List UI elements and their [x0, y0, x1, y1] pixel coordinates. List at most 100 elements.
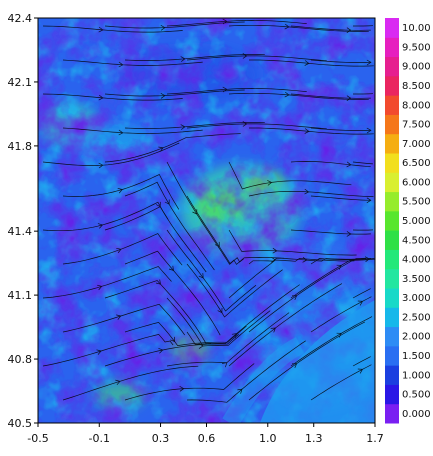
streamline [42, 334, 174, 367]
streamline [228, 283, 343, 367]
streamline-arrow [97, 223, 104, 229]
streamline-arrow [270, 327, 276, 333]
streamline [62, 233, 183, 266]
streamline [124, 54, 265, 61]
colorbar-label: 9.000 [402, 62, 431, 73]
colorbar-label: 8.500 [402, 81, 431, 92]
streamline-arrow [222, 362, 228, 368]
y-axis: 42.4 42.1 41.8 41.4 41.1 40.8 40.5 [8, 12, 38, 430]
colorbar-label: 0.000 [402, 409, 431, 420]
colorbar-swatch [385, 37, 399, 58]
streamline-arrow [214, 241, 220, 248]
streamline [290, 161, 371, 168]
x-tick-label: 0.6 [198, 432, 216, 445]
colorbar-label: 4.000 [402, 255, 431, 266]
streamline [104, 133, 241, 163]
streamline [124, 250, 221, 336]
colorbar-label: 2.500 [402, 312, 431, 323]
colorbar-label: 7.000 [402, 139, 431, 150]
streamline-arrow [118, 129, 124, 136]
streamline-arrow [118, 61, 124, 68]
streamline-arrow [217, 307, 223, 314]
streamline [249, 127, 374, 135]
streamline [310, 127, 371, 131]
streamline-arrow [346, 161, 352, 168]
streamline-arrow [155, 201, 161, 208]
y-tick-label: 42.4 [8, 12, 33, 25]
streamline [228, 229, 357, 256]
colorbar-label: 0.500 [402, 390, 431, 401]
streamline-arrow [180, 124, 186, 130]
colorbar-swatch [385, 384, 399, 405]
streamline [186, 340, 306, 403]
x-tick-label: -0.1 [89, 432, 110, 445]
colorbar-label: 1.000 [402, 370, 431, 381]
streamline [186, 123, 327, 130]
streamline-arrow [198, 273, 204, 279]
streamline-arrow [222, 18, 228, 25]
streamline [228, 258, 355, 299]
streamline [166, 297, 271, 347]
colorbar-swatch [385, 403, 399, 424]
streamline [249, 59, 374, 67]
streamline [310, 258, 375, 265]
streamline-arrow [366, 59, 372, 66]
colorbar-label: 4.500 [402, 235, 431, 246]
streamline-arrow [284, 23, 290, 30]
streamline [248, 257, 367, 333]
streamline [42, 201, 169, 232]
streamline-arrow [155, 279, 161, 285]
streamline-arrow [364, 256, 370, 262]
streamline-arrow [158, 347, 164, 354]
colorbar-label: 8.000 [402, 100, 431, 111]
colorbar-swatch [385, 153, 399, 173]
streamline [42, 142, 180, 166]
colorbar-swatch [385, 172, 399, 193]
streamline [186, 195, 285, 265]
streamline [290, 25, 371, 31]
streamline-arrow [179, 385, 185, 392]
y-tick-label: 41.1 [8, 289, 33, 302]
y-tick-label: 41.8 [8, 140, 33, 153]
streamline-arrow [357, 368, 364, 374]
streamline-arrow [242, 121, 248, 127]
streamline-arrow [98, 162, 104, 169]
streamline [166, 312, 290, 367]
colorbar-label: 3.000 [402, 293, 431, 304]
streamline [248, 190, 374, 197]
streamline [352, 288, 371, 299]
streamline-arrow [346, 95, 352, 101]
streamline-arrow [116, 247, 122, 254]
streamline-arrow [160, 92, 166, 99]
colorbar-swatch [385, 249, 399, 270]
streamline-arrow [98, 94, 104, 101]
streamline [166, 229, 257, 312]
streamline-arrow [302, 257, 308, 263]
streamline-arrow [304, 60, 310, 66]
y-tick-label: 41.4 [8, 225, 33, 238]
colorbar-label: 5.500 [402, 197, 431, 208]
streamline-arrow [366, 127, 372, 134]
streamline [310, 364, 372, 401]
streamline-arrow [97, 284, 103, 291]
streamline-arrow [346, 231, 352, 237]
streamline [290, 316, 373, 367]
streamline [228, 92, 369, 100]
streamline-arrow [117, 187, 123, 194]
streamline-arrow [366, 197, 372, 204]
colorbar-swatch [385, 56, 399, 77]
x-tick-label: 1.3 [305, 432, 323, 445]
streamline [310, 195, 371, 201]
streamline-arrow [272, 247, 278, 254]
streamline [310, 296, 372, 333]
streamline [124, 122, 265, 129]
colorbar-label: 5.000 [402, 216, 431, 227]
colorbar-swatch [385, 365, 399, 385]
streamline [352, 161, 373, 165]
colorbar-label: 1.500 [402, 351, 431, 362]
colorbar-label: 6.500 [402, 158, 431, 169]
colorbar-swatch [385, 75, 399, 96]
streamline-arrow [158, 146, 164, 152]
colorbar-label: 9.500 [402, 42, 431, 53]
x-axis: -0.5 -0.1 0.3 0.6 1.0 1.3 1.7 [27, 423, 384, 445]
